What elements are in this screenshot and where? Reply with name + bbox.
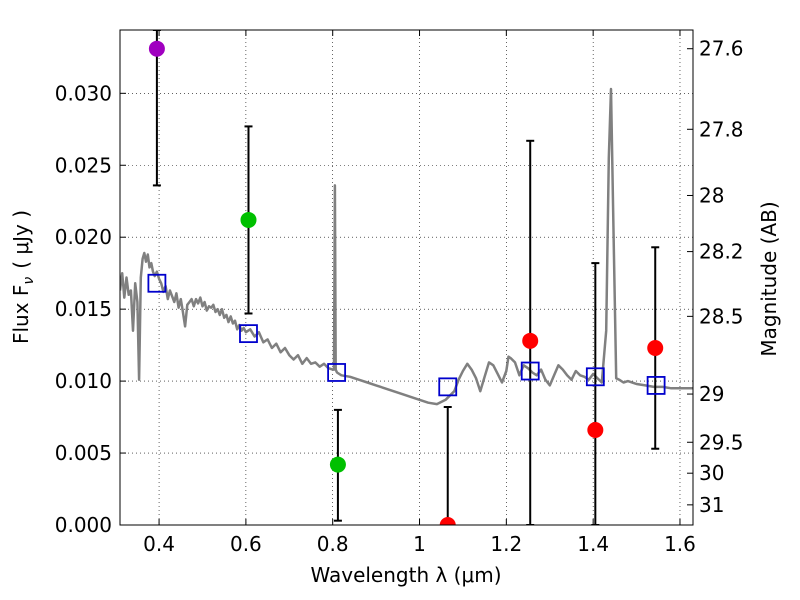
x-tick-label: 1 — [413, 532, 426, 556]
model-square-marker — [520, 361, 540, 381]
model-square-marker — [327, 363, 347, 382]
x-axis-title: Wavelength λ (μm) — [310, 563, 501, 587]
observed-point-marker — [587, 422, 604, 439]
grid — [120, 30, 693, 526]
y2-tick-label: 31 — [699, 493, 724, 517]
x-tick-label: 0.8 — [317, 532, 349, 556]
y-tick-label: 0.025 — [55, 153, 112, 177]
y-tick-label: 0.030 — [55, 81, 112, 105]
model-square-marker — [239, 324, 258, 344]
y2-tick-label: 27.6 — [699, 37, 744, 61]
y-tick-label: 0.010 — [55, 369, 112, 393]
y-axis-title-main: Flux F — [9, 285, 33, 344]
y-axis-title: Flux Fν ( μJy ) — [9, 210, 37, 344]
model-square-marker — [646, 376, 666, 395]
x-tick-label: 1.6 — [664, 532, 696, 556]
y2-tick-label: 29 — [699, 382, 724, 406]
model-square-marker — [438, 377, 458, 397]
y-axis-title-group: Flux Fν ( μJy ) — [9, 210, 37, 344]
y2-axis-title: Magnitude (AB) — [757, 201, 781, 356]
y2-tick-label: 28.5 — [699, 304, 744, 328]
y-tick-label: 0.020 — [55, 225, 112, 249]
y-axis-title-subscript: ν — [21, 277, 37, 285]
y2-axis-title-group: Magnitude (AB) — [757, 201, 781, 356]
observed-point-marker — [240, 211, 257, 228]
y-tick-label: 0.005 — [55, 441, 112, 465]
y2-tick-label: 29.5 — [699, 430, 744, 454]
x-tick-label: 0.6 — [230, 532, 262, 556]
y-tick-label: 0.015 — [55, 297, 112, 321]
x-tick-label: 0.4 — [143, 532, 175, 556]
model-square-marker — [147, 273, 167, 293]
observed-point-marker — [329, 456, 346, 473]
y2-tick-label: 28 — [699, 183, 724, 207]
model-square-marker — [585, 367, 605, 387]
x-tick-label: 1.2 — [490, 532, 522, 556]
x-tick-label: 1.4 — [577, 532, 609, 556]
y-tick-label: 0.000 — [55, 513, 112, 537]
tick-labels: 0.4 0.6 0.8 1 1.2 1.4 1.6 0.000 0.005 0.010 0.015 0… — [55, 37, 744, 556]
axes — [119, 29, 694, 526]
y2-tick-label: 27.8 — [699, 117, 744, 141]
plot-frame — [119, 29, 694, 526]
y2-tick-label: 28.2 — [699, 240, 744, 264]
observed-point-marker — [439, 517, 456, 525]
observed-point-marker — [647, 340, 664, 357]
spectrum-line — [120, 87, 693, 406]
y2-tick-label: 30 — [699, 461, 724, 485]
plot-area — [120, 30, 693, 525]
observed-point-marker — [148, 40, 165, 57]
observed-point-marker — [522, 332, 539, 349]
y-axis-title-unit: ( μJy ) — [9, 210, 33, 269]
